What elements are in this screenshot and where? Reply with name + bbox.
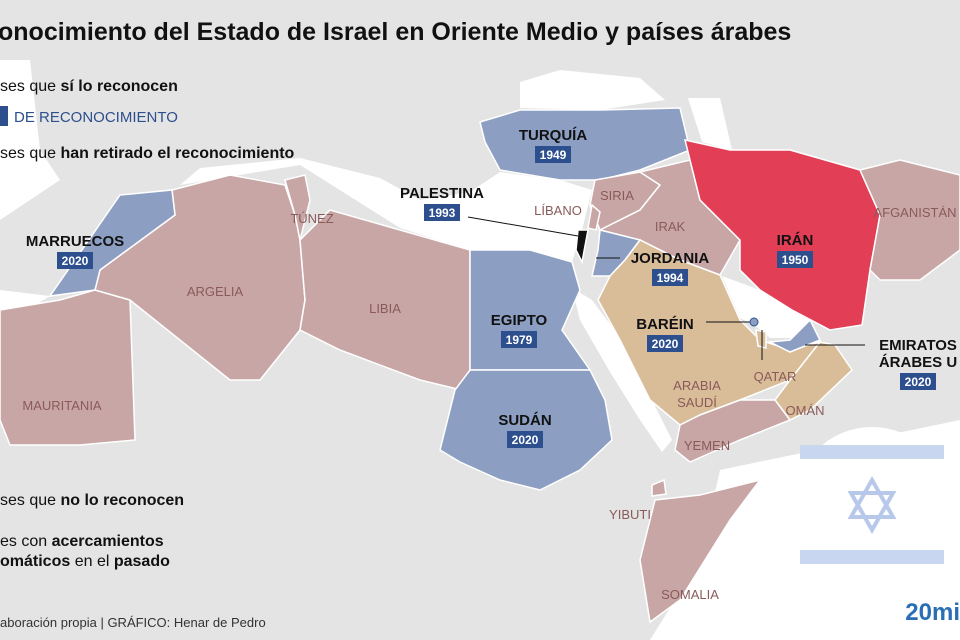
legend-text: sí lo reconocen: [60, 78, 177, 95]
country-name: TURQUÍA: [519, 127, 587, 144]
legend-item: DE RECONOCIMIENTO: [14, 109, 178, 126]
country-name: OMÁN: [786, 403, 825, 418]
legend-badge: [0, 106, 8, 126]
country-name: YEMEN: [684, 438, 730, 453]
legend-item: es con acercamientos: [0, 533, 164, 550]
country-name: IRÁN: [777, 232, 814, 249]
country-name: TÚNEZ: [290, 211, 333, 226]
legend-text: han retirado el reconocimiento: [60, 145, 294, 162]
country-name: SUDÁN: [498, 412, 551, 429]
legend: ses que sí lo reconocen DE RECONOCIMIENT…: [0, 78, 295, 570]
country-name: SIRIA: [600, 188, 634, 203]
legend-item: omáticos en el pasado: [0, 553, 170, 570]
country-name: ÁRABES U: [879, 354, 957, 371]
year-badge: [535, 146, 571, 163]
country-name: IRAK: [655, 219, 686, 234]
year: 1994: [657, 271, 684, 285]
year-badge: [900, 373, 936, 390]
legend-item: ses que no lo reconocen: [0, 492, 184, 509]
source: aboración propia | GRÁFICO: Henar de Ped…: [0, 615, 266, 630]
year-badge: [424, 204, 460, 221]
bahrain-dot: [749, 317, 759, 327]
year: 2020: [652, 337, 679, 351]
year: 1950: [782, 253, 809, 267]
legend-text: pasado: [114, 553, 170, 570]
country-name: QATAR: [754, 369, 797, 384]
country-name: YIBUTI: [609, 507, 651, 522]
legend-text: ses que: [0, 145, 60, 162]
year: 1949: [540, 148, 567, 162]
country-name: ARABIA: [673, 378, 721, 393]
country-name: AFGANISTÁN: [873, 205, 956, 220]
year: 1979: [506, 333, 533, 347]
year-badge: [777, 251, 813, 268]
legend-text: en el: [70, 553, 114, 570]
country-name: PALESTINA: [400, 185, 484, 202]
country-name: LIBIA: [369, 301, 401, 316]
country-labels: TURQUÍA 1949 PALESTINA 1993 MARRUECOS 2020 JOR…: [22, 127, 957, 602]
israel-flag: [794, 427, 950, 583]
year-badge: [647, 335, 683, 352]
leaders: [467, 216, 865, 360]
year: 2020: [512, 433, 539, 447]
country-name: EGIPTO: [491, 312, 548, 329]
legend-text: ses que: [0, 78, 60, 95]
year: 1993: [429, 206, 456, 220]
country-name: BARÉIN: [636, 316, 694, 333]
title: onocimiento del Estado de Israel en Orie…: [0, 18, 791, 46]
legend-text: ses que: [0, 492, 60, 509]
country-name: SAUDÍ: [677, 395, 717, 410]
country-name: SOMALIA: [661, 587, 719, 602]
legend-text: no lo reconocen: [60, 492, 184, 509]
legend-item: ses que han retirado el reconocimiento: [0, 145, 295, 162]
year: 2020: [905, 375, 932, 389]
year: 2020: [62, 254, 89, 268]
country-name: MAURITANIA: [22, 398, 102, 413]
year-badge: [57, 252, 93, 269]
year-badge: [501, 331, 537, 348]
countries: [0, 107, 960, 624]
country-name: LÍBANO: [534, 203, 582, 218]
legend-text: omáticos: [0, 553, 70, 570]
legend-item: ses que sí lo reconocen: [0, 78, 178, 95]
logo: 20mi: [905, 599, 960, 626]
country-name: MARRUECOS: [26, 233, 124, 250]
legend-text: acercamientos: [52, 533, 164, 550]
country-name: ARGELIA: [187, 284, 244, 299]
country-name: JORDANIA: [631, 250, 710, 267]
year-badge: [652, 269, 688, 286]
country-name: EMIRATOS: [879, 337, 957, 354]
legend-text: es con: [0, 533, 52, 550]
year-badge: [507, 431, 543, 448]
